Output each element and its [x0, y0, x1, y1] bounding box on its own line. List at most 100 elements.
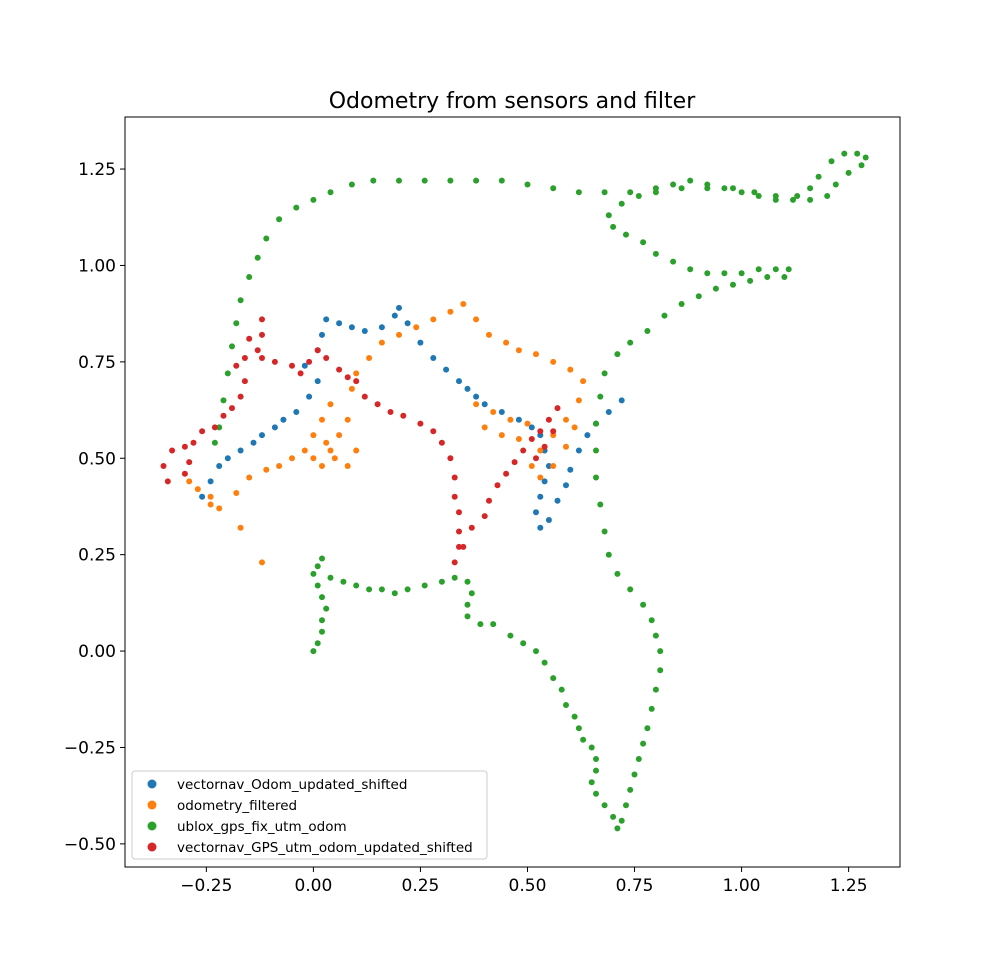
data-point	[567, 466, 574, 473]
data-point	[468, 524, 475, 531]
data-point	[807, 196, 814, 203]
y-tick-label: 0.50	[78, 449, 116, 469]
data-point	[447, 455, 454, 462]
data-point	[730, 281, 736, 288]
data-point	[464, 385, 471, 392]
data-point	[537, 428, 544, 435]
data-point	[327, 401, 334, 408]
data-point	[794, 193, 801, 199]
data-point	[327, 447, 334, 454]
data-point	[323, 439, 330, 446]
data-point	[567, 366, 574, 373]
series-2	[211, 150, 869, 832]
data-point	[259, 559, 265, 566]
data-point	[366, 355, 373, 361]
data-point	[730, 185, 736, 192]
data-point	[635, 193, 642, 199]
data-point	[627, 586, 634, 593]
data-point	[224, 370, 231, 377]
data-point	[421, 177, 428, 184]
data-point	[515, 436, 522, 442]
data-point	[712, 285, 719, 292]
data-point	[430, 355, 437, 361]
data-point	[233, 362, 240, 369]
data-point	[678, 301, 685, 307]
data-point	[344, 374, 351, 381]
data-point	[755, 193, 762, 199]
data-point	[344, 416, 351, 423]
data-point	[460, 301, 467, 307]
data-point	[229, 343, 235, 350]
data-point	[477, 621, 484, 628]
data-point	[348, 385, 355, 392]
data-points	[160, 150, 869, 832]
data-point	[237, 393, 244, 400]
data-point	[575, 189, 582, 196]
data-point	[627, 786, 634, 793]
data-point	[391, 312, 398, 319]
data-point	[537, 447, 544, 454]
data-point	[575, 447, 582, 454]
data-point	[541, 478, 548, 485]
data-point	[687, 266, 694, 273]
data-point	[593, 420, 599, 427]
legend-marker	[147, 779, 157, 789]
data-point	[207, 493, 214, 500]
data-point	[314, 640, 321, 647]
data-point	[246, 474, 253, 481]
data-point	[306, 393, 313, 400]
data-point	[366, 586, 373, 593]
data-point	[207, 501, 214, 508]
data-point	[473, 177, 480, 184]
data-point	[374, 401, 381, 408]
data-point	[537, 524, 544, 531]
data-point	[160, 463, 167, 469]
data-point	[537, 493, 544, 500]
legend-marker	[147, 800, 157, 810]
data-point	[464, 578, 471, 585]
data-point	[678, 185, 685, 192]
y-tick-label: 0.00	[78, 642, 116, 662]
data-point	[597, 393, 604, 400]
data-point	[614, 570, 621, 577]
data-point	[336, 366, 343, 373]
data-point	[319, 628, 325, 635]
plot-frame	[124, 116, 901, 868]
data-point	[854, 150, 861, 157]
data-point	[327, 189, 334, 196]
data-point	[520, 640, 527, 647]
data-point	[772, 266, 779, 273]
data-point	[314, 563, 321, 570]
data-point	[533, 509, 539, 516]
data-point	[490, 409, 497, 415]
data-point	[640, 601, 647, 608]
data-point	[494, 482, 501, 489]
x-tick-label: −0.25	[180, 876, 232, 896]
data-point	[229, 405, 235, 412]
data-point	[216, 424, 223, 431]
data-point	[541, 443, 548, 450]
data-point	[652, 250, 659, 257]
data-point	[319, 594, 325, 601]
y-tick-label: 0.25	[78, 546, 116, 566]
data-point	[623, 802, 629, 809]
data-point	[293, 409, 300, 415]
data-point	[353, 370, 360, 377]
data-point	[276, 216, 283, 223]
data-point	[353, 447, 360, 454]
data-point	[824, 193, 831, 199]
data-point	[306, 358, 313, 365]
data-point	[755, 266, 762, 273]
x-tick-label: 0.25	[402, 876, 440, 896]
data-point	[507, 416, 514, 423]
data-point	[348, 324, 355, 331]
legend-label: vectornav_Odom_updated_shifted	[177, 777, 407, 793]
data-point	[772, 193, 779, 199]
data-point	[528, 436, 535, 442]
data-point	[301, 447, 308, 454]
data-point	[361, 393, 368, 400]
data-point	[524, 181, 531, 188]
data-point	[323, 316, 330, 323]
data-point	[858, 162, 865, 169]
